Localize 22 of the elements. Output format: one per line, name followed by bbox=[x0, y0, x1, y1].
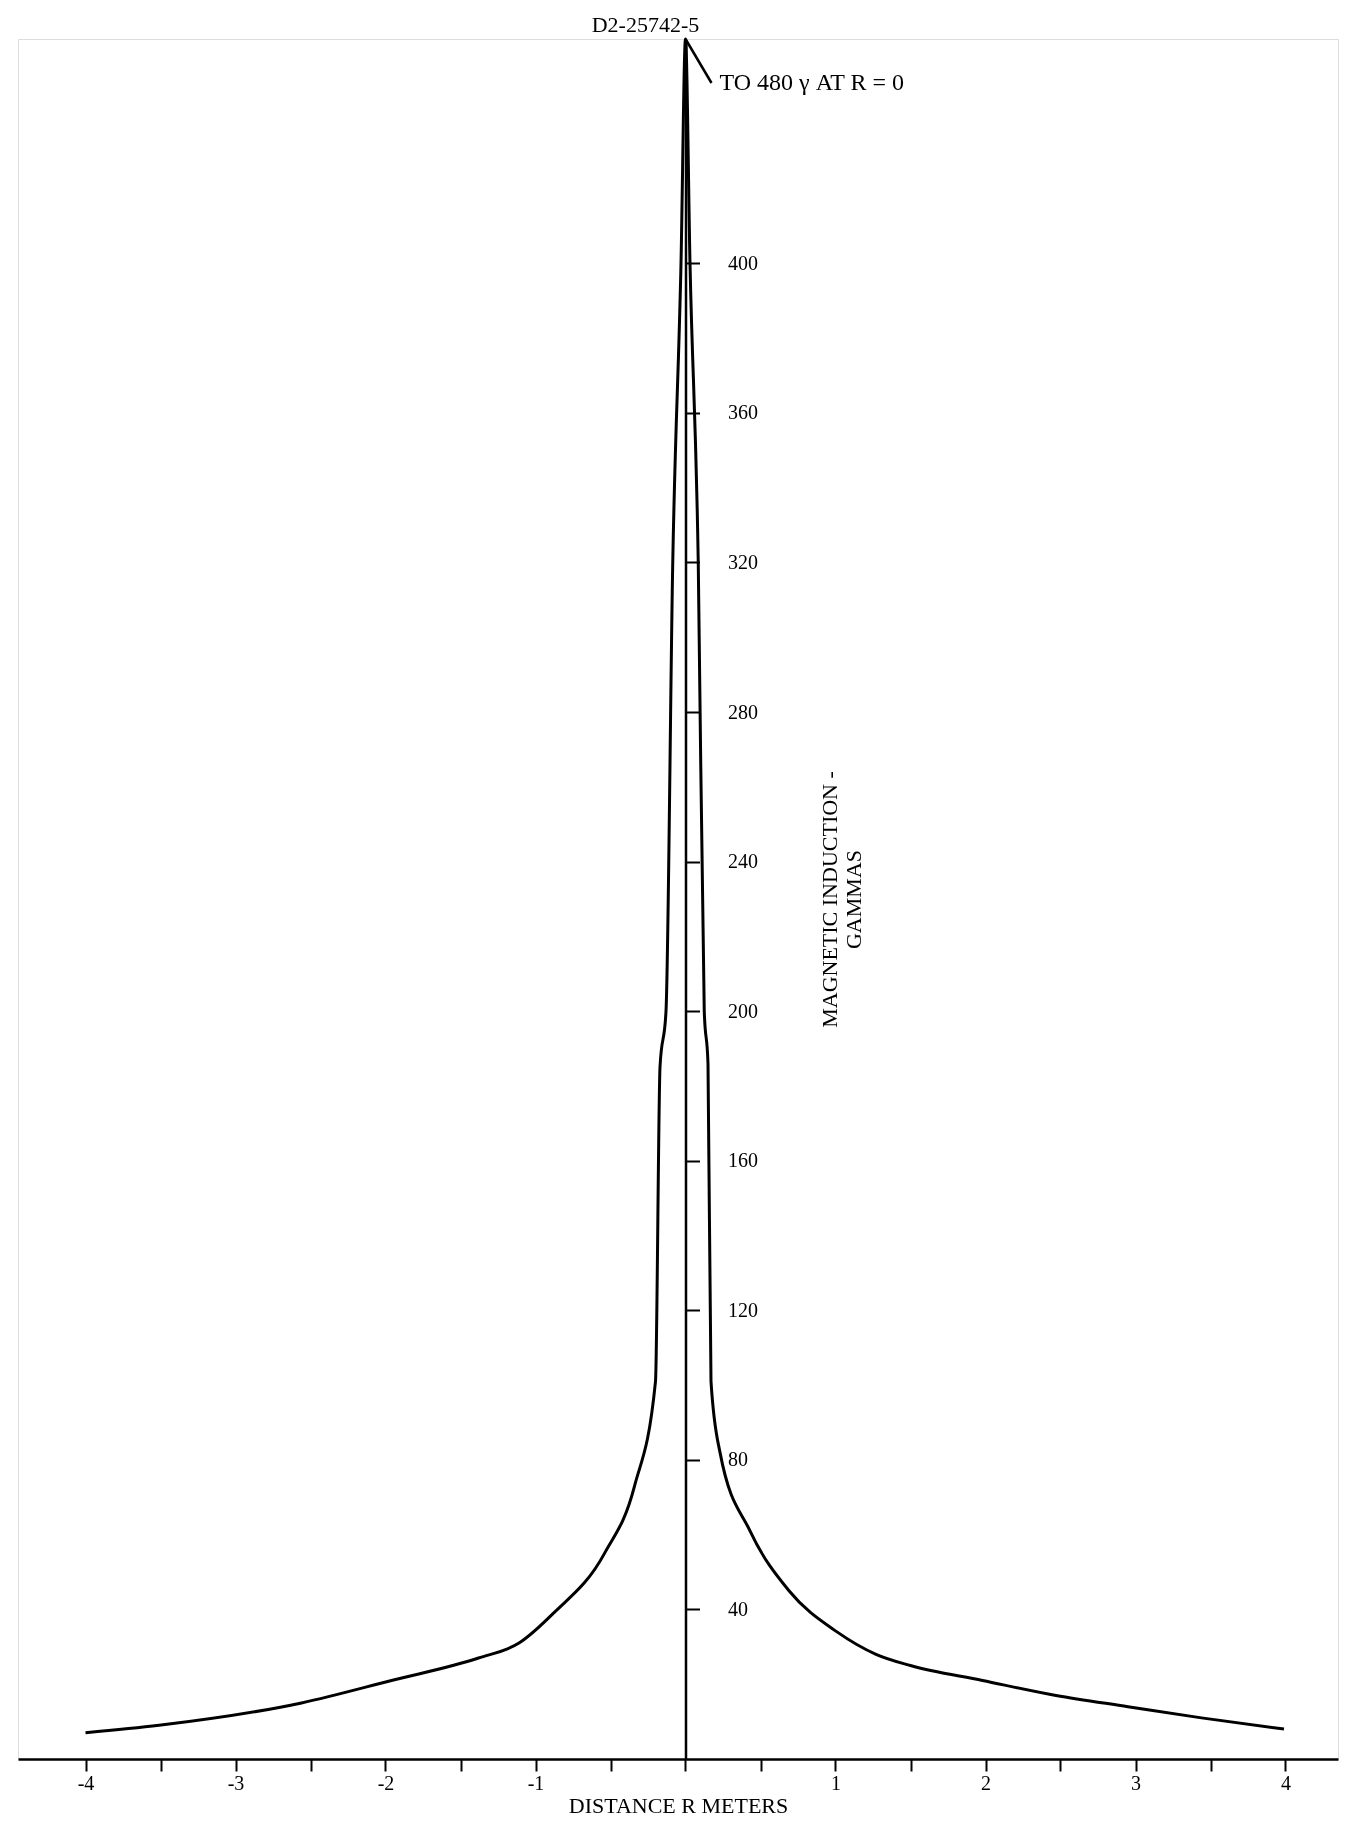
x-tick-label: 3 bbox=[1131, 1771, 1141, 1794]
x-tick-label: -3 bbox=[227, 1771, 245, 1794]
x-tick-label: 2 bbox=[981, 1771, 991, 1794]
y-tick-label: 120 bbox=[728, 1298, 758, 1321]
y-tick-label: 280 bbox=[728, 700, 758, 723]
x-tick-label: -2 bbox=[377, 1771, 395, 1794]
y-tick-label: 40 bbox=[728, 1597, 748, 1620]
x-tick-label: 4 bbox=[1281, 1771, 1291, 1794]
y-tick-label: 400 bbox=[728, 251, 758, 274]
x-tick-label: 1 bbox=[831, 1771, 841, 1794]
x-axis-title: DISTANCE R METERS bbox=[568, 1792, 789, 1818]
y-tick-label: 200 bbox=[728, 999, 758, 1022]
y-tick-label: 240 bbox=[728, 850, 758, 873]
x-tick-label: -4 bbox=[77, 1771, 95, 1794]
y-tick-label: 360 bbox=[728, 401, 758, 424]
text: D2-25742-5 bbox=[591, 12, 700, 37]
x-tick-label: -1 bbox=[527, 1771, 545, 1794]
y-tick-label: 320 bbox=[728, 550, 758, 573]
y-tick-label: 160 bbox=[728, 1149, 758, 1172]
y-tick-label: 80 bbox=[728, 1448, 748, 1471]
annotation: TO 480 γ AT R = 0 bbox=[719, 69, 905, 95]
y-axis-title: MAGNETIC INDUCTION - GAMMAS bbox=[817, 771, 866, 1028]
